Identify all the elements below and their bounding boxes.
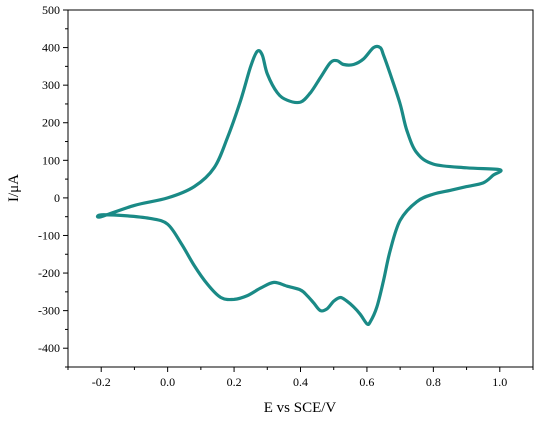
x-tick-label: 0.8 bbox=[426, 375, 441, 389]
y-tick-label: -200 bbox=[38, 266, 60, 280]
cv-curve-line bbox=[95, 44, 503, 327]
y-axis: -400 -300 -200 -100 0 100 200 300 400 500 bbox=[38, 3, 68, 368]
y-tick-label: -100 bbox=[38, 228, 60, 242]
x-tick-label: 0.0 bbox=[160, 375, 175, 389]
x-tick-label: 1.0 bbox=[492, 375, 507, 389]
y-tick-label: -300 bbox=[38, 304, 60, 318]
x-axis-title: E vs SCE/V bbox=[264, 400, 337, 416]
x-tick-label: 0.6 bbox=[359, 375, 374, 389]
y-tick-label: -400 bbox=[38, 341, 60, 355]
y-tick-label: 0 bbox=[54, 191, 60, 205]
x-tick-label: -0.2 bbox=[92, 375, 111, 389]
y-tick-label: 200 bbox=[42, 116, 60, 130]
x-axis: -0.2 0.0 0.2 0.4 0.6 0.8 1.0 bbox=[67, 367, 534, 389]
y-tick-label: 500 bbox=[42, 3, 60, 17]
y-tick-label: 400 bbox=[42, 41, 60, 55]
y-tick-label: 300 bbox=[42, 78, 60, 92]
y-axis-title: I/μA bbox=[6, 174, 22, 202]
y-tick-label: 100 bbox=[42, 153, 60, 167]
x-tick-label: 0.4 bbox=[293, 375, 308, 389]
x-tick-label: 0.2 bbox=[227, 375, 242, 389]
series-layer bbox=[95, 44, 503, 327]
